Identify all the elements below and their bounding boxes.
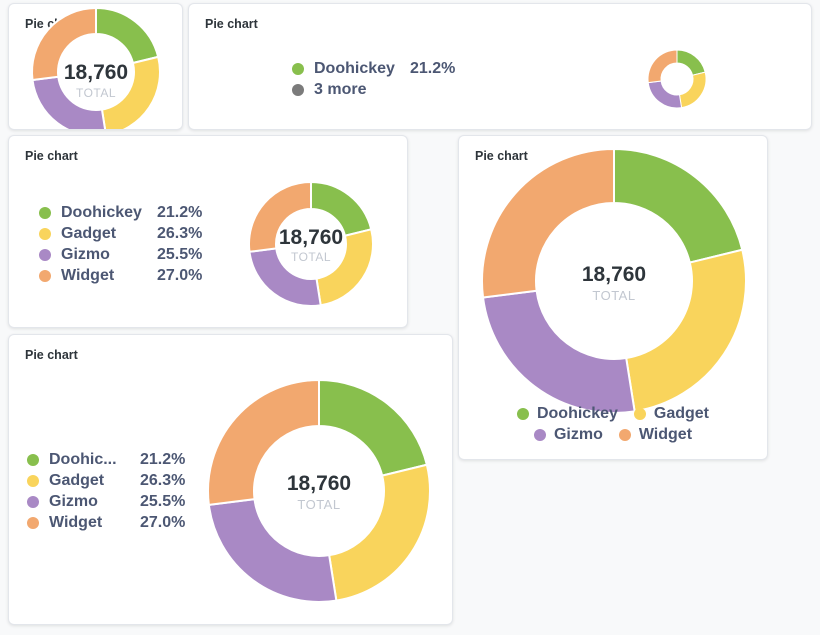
legend-percent: 21.2% bbox=[140, 450, 186, 468]
card-title: Pie chart bbox=[25, 348, 78, 362]
pie-slice-gizmo[interactable] bbox=[481, 289, 636, 414]
legend-dot-icon bbox=[27, 495, 39, 508]
legend-label: Doohickey bbox=[536, 404, 618, 422]
chart-legend: Doohic... 21.2% Gadget 26.3% Gizmo 25.5%… bbox=[27, 449, 185, 533]
total-value: 18,760 bbox=[287, 472, 351, 495]
legend-percent: 26.3% bbox=[140, 471, 186, 489]
pie-chart-card-3[interactable]: Pie chart Doohickey 21.2% Gadget 26.3% G… bbox=[8, 135, 408, 328]
chart-legend: Doohickey 21.2% 3 more bbox=[292, 58, 455, 100]
donut-chart: 18,760 TOTAL bbox=[31, 6, 161, 130]
legend-percent: 21.2% bbox=[410, 59, 456, 77]
pie-chart-card-2[interactable]: Pie chart Doohickey 21.2% 3 more bbox=[188, 3, 812, 130]
legend-item[interactable]: Widget 27.0% bbox=[39, 265, 202, 286]
legend-item[interactable]: Widget 27.0% bbox=[27, 512, 185, 533]
card-title: Pie chart bbox=[25, 149, 78, 163]
chart-legend: Doohickey 21.2% Gadget 26.3% Gizmo 25.5%… bbox=[39, 202, 202, 286]
pie-slice-widget[interactable] bbox=[207, 378, 320, 507]
pie-slice-widget[interactable] bbox=[248, 180, 312, 253]
legend-dot-icon bbox=[27, 474, 39, 487]
pie-slice-gadget[interactable] bbox=[328, 463, 431, 602]
legend-percent: 27.0% bbox=[140, 513, 186, 531]
donut-chart: 18,760 TOTAL bbox=[481, 147, 747, 414]
legend-percent: 25.5% bbox=[140, 492, 186, 510]
pie-slice-doohickey[interactable] bbox=[95, 6, 160, 65]
card-title: Pie chart bbox=[205, 17, 258, 31]
legend-item[interactable]: Gadget 26.3% bbox=[39, 223, 202, 244]
pie-slice-doohickey[interactable] bbox=[676, 49, 706, 76]
legend-item[interactable]: Doohic... 21.2% bbox=[27, 449, 185, 470]
total-label: TOTAL bbox=[592, 288, 635, 303]
legend-item[interactable]: Doohickey bbox=[516, 403, 618, 424]
pie-slice-widget[interactable] bbox=[481, 147, 615, 299]
legend-dot-icon bbox=[292, 62, 304, 75]
pie-chart-card-1[interactable]: Pie chart 18,760 TOTAL bbox=[8, 3, 183, 130]
legend-percent: 27.0% bbox=[157, 266, 203, 284]
legend-dot-icon bbox=[27, 516, 39, 529]
legend-label: Widget bbox=[638, 425, 693, 443]
legend-item[interactable]: Doohickey 21.2% bbox=[292, 58, 455, 79]
legend-dot-icon bbox=[39, 227, 51, 240]
legend-percent: 25.5% bbox=[157, 245, 203, 263]
pie-chart-card-5[interactable]: Pie chart Doohic... 21.2% Gadget 26.3% G… bbox=[8, 334, 453, 625]
pie-chart-card-4[interactable]: Pie chart 18,760 TOTAL Doohickey Gadget G… bbox=[458, 135, 768, 460]
total-value: 18,760 bbox=[64, 61, 128, 84]
pie-slice-doohickey[interactable] bbox=[318, 378, 429, 477]
total-label: TOTAL bbox=[297, 497, 340, 512]
card-title: Pie chart bbox=[475, 149, 528, 163]
legend-label: Gizmo bbox=[553, 425, 603, 443]
legend-dot-icon bbox=[633, 407, 646, 420]
pie-slice-gizmo[interactable] bbox=[31, 75, 107, 130]
legend-percent: 21.2% bbox=[157, 203, 203, 221]
pie-slice-gadget[interactable] bbox=[678, 71, 707, 109]
pie-slice-doohickey[interactable] bbox=[613, 147, 744, 264]
legend-item[interactable]: Gizmo 25.5% bbox=[27, 491, 185, 512]
pie-slice-gizmo[interactable] bbox=[207, 498, 338, 603]
legend-item[interactable]: Gadget 26.3% bbox=[27, 470, 185, 491]
pie-slice-gizmo[interactable] bbox=[647, 80, 683, 109]
legend-item[interactable]: 3 more bbox=[292, 79, 455, 100]
legend-dot-icon bbox=[292, 83, 304, 96]
legend-item[interactable]: Gadget bbox=[633, 403, 710, 424]
legend-percent: 26.3% bbox=[157, 224, 203, 242]
total-value: 18,760 bbox=[279, 226, 343, 249]
total-label: TOTAL bbox=[291, 250, 331, 264]
chart-legend: Doohickey Gadget Gizmo Widget bbox=[459, 403, 767, 445]
legend-dot-icon bbox=[39, 206, 51, 219]
pie-slice-widget[interactable] bbox=[31, 6, 97, 82]
pie-slice-widget[interactable] bbox=[647, 49, 678, 84]
legend-dot-icon bbox=[618, 428, 631, 441]
donut-chart: 18,760 TOTAL bbox=[207, 378, 431, 603]
legend-dot-icon bbox=[27, 453, 39, 466]
pie-slice-gadget[interactable] bbox=[100, 55, 161, 130]
legend-dot-icon bbox=[39, 248, 51, 261]
legend-dot-icon bbox=[533, 428, 546, 441]
legend-item[interactable]: Doohickey 21.2% bbox=[39, 202, 202, 223]
legend-item[interactable]: Gizmo 25.5% bbox=[39, 244, 202, 265]
legend-label: Gadget bbox=[653, 404, 710, 422]
donut-chart bbox=[647, 49, 707, 109]
total-value: 18,760 bbox=[582, 263, 646, 286]
legend-item[interactable]: Widget bbox=[618, 424, 693, 445]
legend-dot-icon bbox=[516, 407, 529, 420]
legend-item[interactable]: Gizmo bbox=[533, 424, 603, 445]
legend-dot-icon bbox=[39, 269, 51, 282]
total-label: TOTAL bbox=[76, 86, 116, 100]
